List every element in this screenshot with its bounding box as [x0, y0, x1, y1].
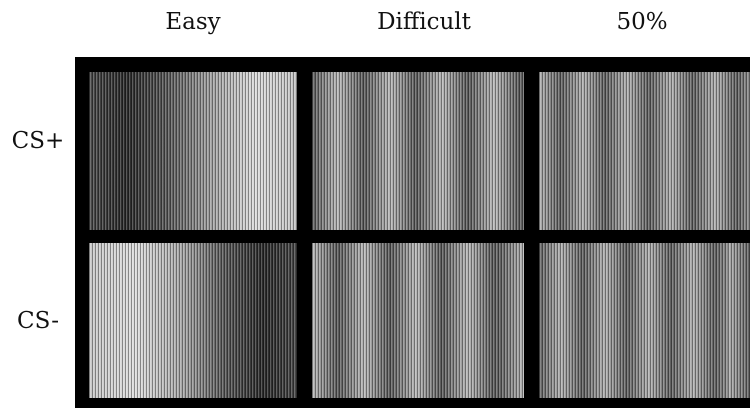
grating: [312, 72, 524, 230]
grating: [89, 72, 297, 230]
column-header: 50%: [616, 9, 667, 35]
row-label: CS-: [17, 308, 59, 334]
column-header: Difficult: [377, 9, 471, 35]
grating: [539, 72, 750, 230]
grating: [312, 243, 524, 398]
row-label: CS+: [12, 128, 65, 154]
grating: [89, 243, 297, 398]
grating: [539, 243, 750, 398]
column-header: Easy: [165, 9, 220, 35]
stimulus-frame: [75, 57, 750, 408]
page: Easy Difficult 50% CS+ CS- (() => { cons…: [0, 0, 750, 408]
